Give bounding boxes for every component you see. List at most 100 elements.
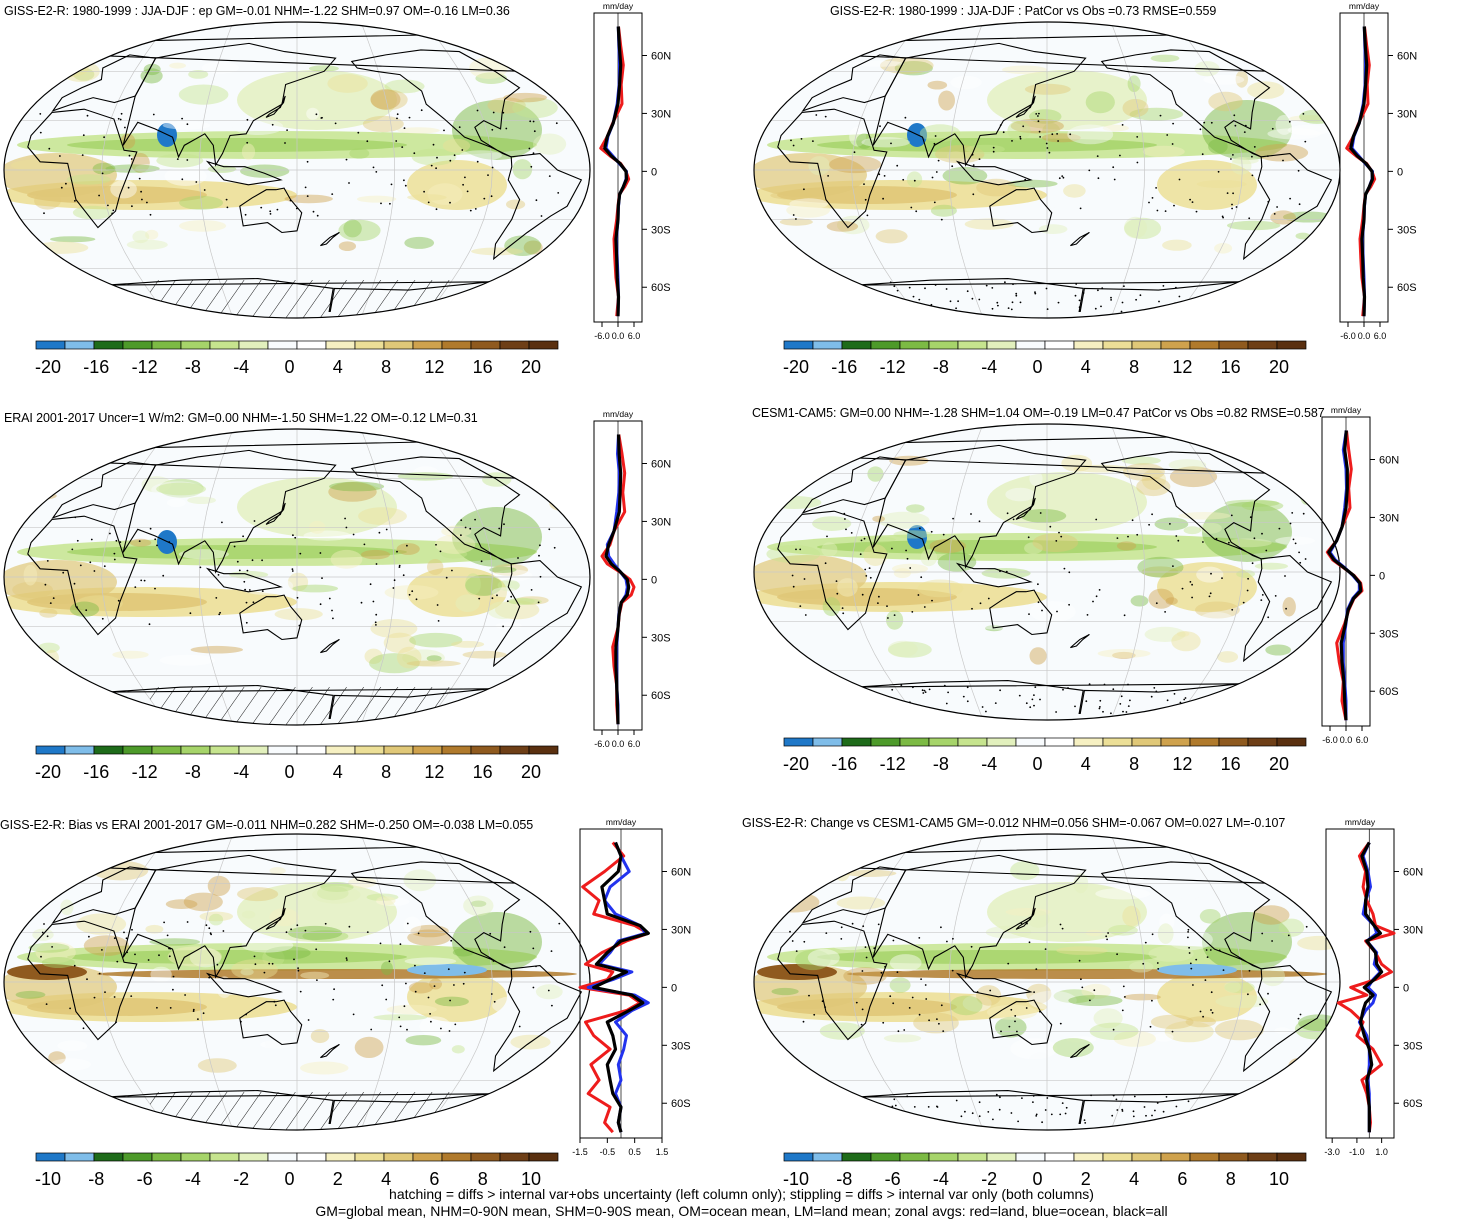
stipple-dot <box>1209 949 1212 951</box>
stipple-dot <box>498 527 501 530</box>
stipple-dot <box>316 979 318 981</box>
stipple-dot <box>332 998 335 1001</box>
stipple-dot <box>222 930 225 932</box>
stipple-dot <box>466 190 469 193</box>
field-patch <box>302 930 349 942</box>
stipple-dot <box>1175 535 1178 537</box>
stipple-dot <box>1226 192 1229 195</box>
stipple-dot <box>503 523 505 526</box>
y-tick-label: 60N <box>1397 50 1417 62</box>
field-patch <box>187 496 217 504</box>
panel-title: GISS-E2-R: 1980-1999 : JJA-DJF : PatCor … <box>830 4 1217 18</box>
colorbar-swatch <box>1073 1152 1104 1162</box>
stipple-dot <box>1100 305 1102 308</box>
colorbar-tick-label: -20 <box>35 357 61 377</box>
stipple-dot <box>943 684 946 687</box>
coastline <box>777 108 888 229</box>
field-patch <box>230 463 250 478</box>
stipple-dot <box>1247 577 1249 580</box>
field-patch <box>1123 993 1161 1001</box>
stipple-dot <box>1187 936 1189 939</box>
stipple-dot <box>533 130 536 133</box>
stipple-dot <box>1299 561 1302 564</box>
stipple-dot <box>1282 159 1284 162</box>
stipple-dot <box>1292 538 1295 541</box>
stipple-dot <box>76 539 79 542</box>
stipple-dot <box>1039 1010 1041 1013</box>
stipple-dot <box>1287 934 1290 937</box>
field-patch <box>397 472 454 481</box>
colorbar-tick-label: -20 <box>783 754 809 774</box>
x-tick-label: -1.0 <box>1349 1147 1365 1157</box>
stipple-dot <box>1116 537 1119 539</box>
y-tick-label: 60N <box>671 866 691 878</box>
stipple-dot <box>791 574 794 577</box>
stipple-dot <box>1099 706 1101 708</box>
colorbar-swatch <box>296 1152 327 1162</box>
colorbar-tick-label: -8 <box>185 762 201 782</box>
colorbar-swatch <box>1160 340 1191 350</box>
stipple-dot <box>48 147 51 150</box>
stipple-dot <box>808 994 810 997</box>
colorbar-swatch <box>899 340 930 350</box>
field-patch <box>441 525 472 538</box>
field-patch <box>369 653 420 674</box>
stipple-dot <box>985 284 988 287</box>
y-tick-label: 60S <box>1403 1098 1423 1110</box>
stipple-dot <box>449 201 451 204</box>
stipple-dot <box>306 195 309 198</box>
stipple-dot <box>346 959 348 961</box>
colorbar-swatch <box>383 1152 414 1162</box>
field-patch <box>767 496 822 509</box>
field-patch <box>503 92 547 103</box>
stipple-dot <box>1019 135 1022 138</box>
field-patch <box>241 910 256 919</box>
stipple-dot <box>427 996 430 999</box>
stipple-dot <box>1010 1008 1013 1011</box>
stipple-dot <box>284 142 286 144</box>
colorbar-swatch <box>325 745 356 755</box>
colorbar-tick-label: 0 <box>1032 357 1042 377</box>
stipple-dot <box>1014 1015 1017 1017</box>
stipple-dot <box>399 943 402 946</box>
stipple-dot <box>1201 153 1204 156</box>
stipple-dot <box>1111 1114 1114 1117</box>
colorbar-swatch <box>64 340 95 350</box>
stipple-dot <box>506 600 509 603</box>
stipple-dot <box>420 109 423 112</box>
coastline <box>350 49 521 158</box>
stipple-dot <box>1260 599 1263 601</box>
coastline <box>1242 554 1333 663</box>
stipple-dot <box>1142 962 1145 965</box>
stipple-dot <box>491 166 494 169</box>
field-patch <box>495 622 522 630</box>
field-band <box>4 153 117 197</box>
stipple-dot <box>423 190 425 193</box>
field-patch <box>208 913 224 926</box>
colorbar-swatch <box>412 340 443 350</box>
field-band <box>1157 964 1237 976</box>
coastline <box>801 866 907 924</box>
colorbar-swatch <box>783 737 814 747</box>
stipple-dot <box>826 535 828 538</box>
stipple-dot <box>1035 1115 1038 1117</box>
colorbar-swatch <box>383 340 414 350</box>
stipple-dot <box>59 155 61 157</box>
field-band <box>452 100 542 160</box>
stipple-dot <box>398 564 401 567</box>
stipple-dot <box>1151 999 1153 1002</box>
stipple-dot <box>143 579 146 582</box>
colorbar-swatch <box>812 737 843 747</box>
stipple-dot <box>109 532 111 535</box>
stipple-dot <box>285 931 288 934</box>
colorbar-tick-label: 4 <box>333 357 343 377</box>
field-patch <box>151 481 204 499</box>
stipple-dot <box>539 544 541 547</box>
field-patch <box>786 202 830 218</box>
field-patch <box>320 882 354 892</box>
field-patch <box>434 534 476 554</box>
field-patch <box>1203 74 1245 85</box>
field-patch <box>216 976 233 999</box>
stipple-dot <box>101 949 103 951</box>
